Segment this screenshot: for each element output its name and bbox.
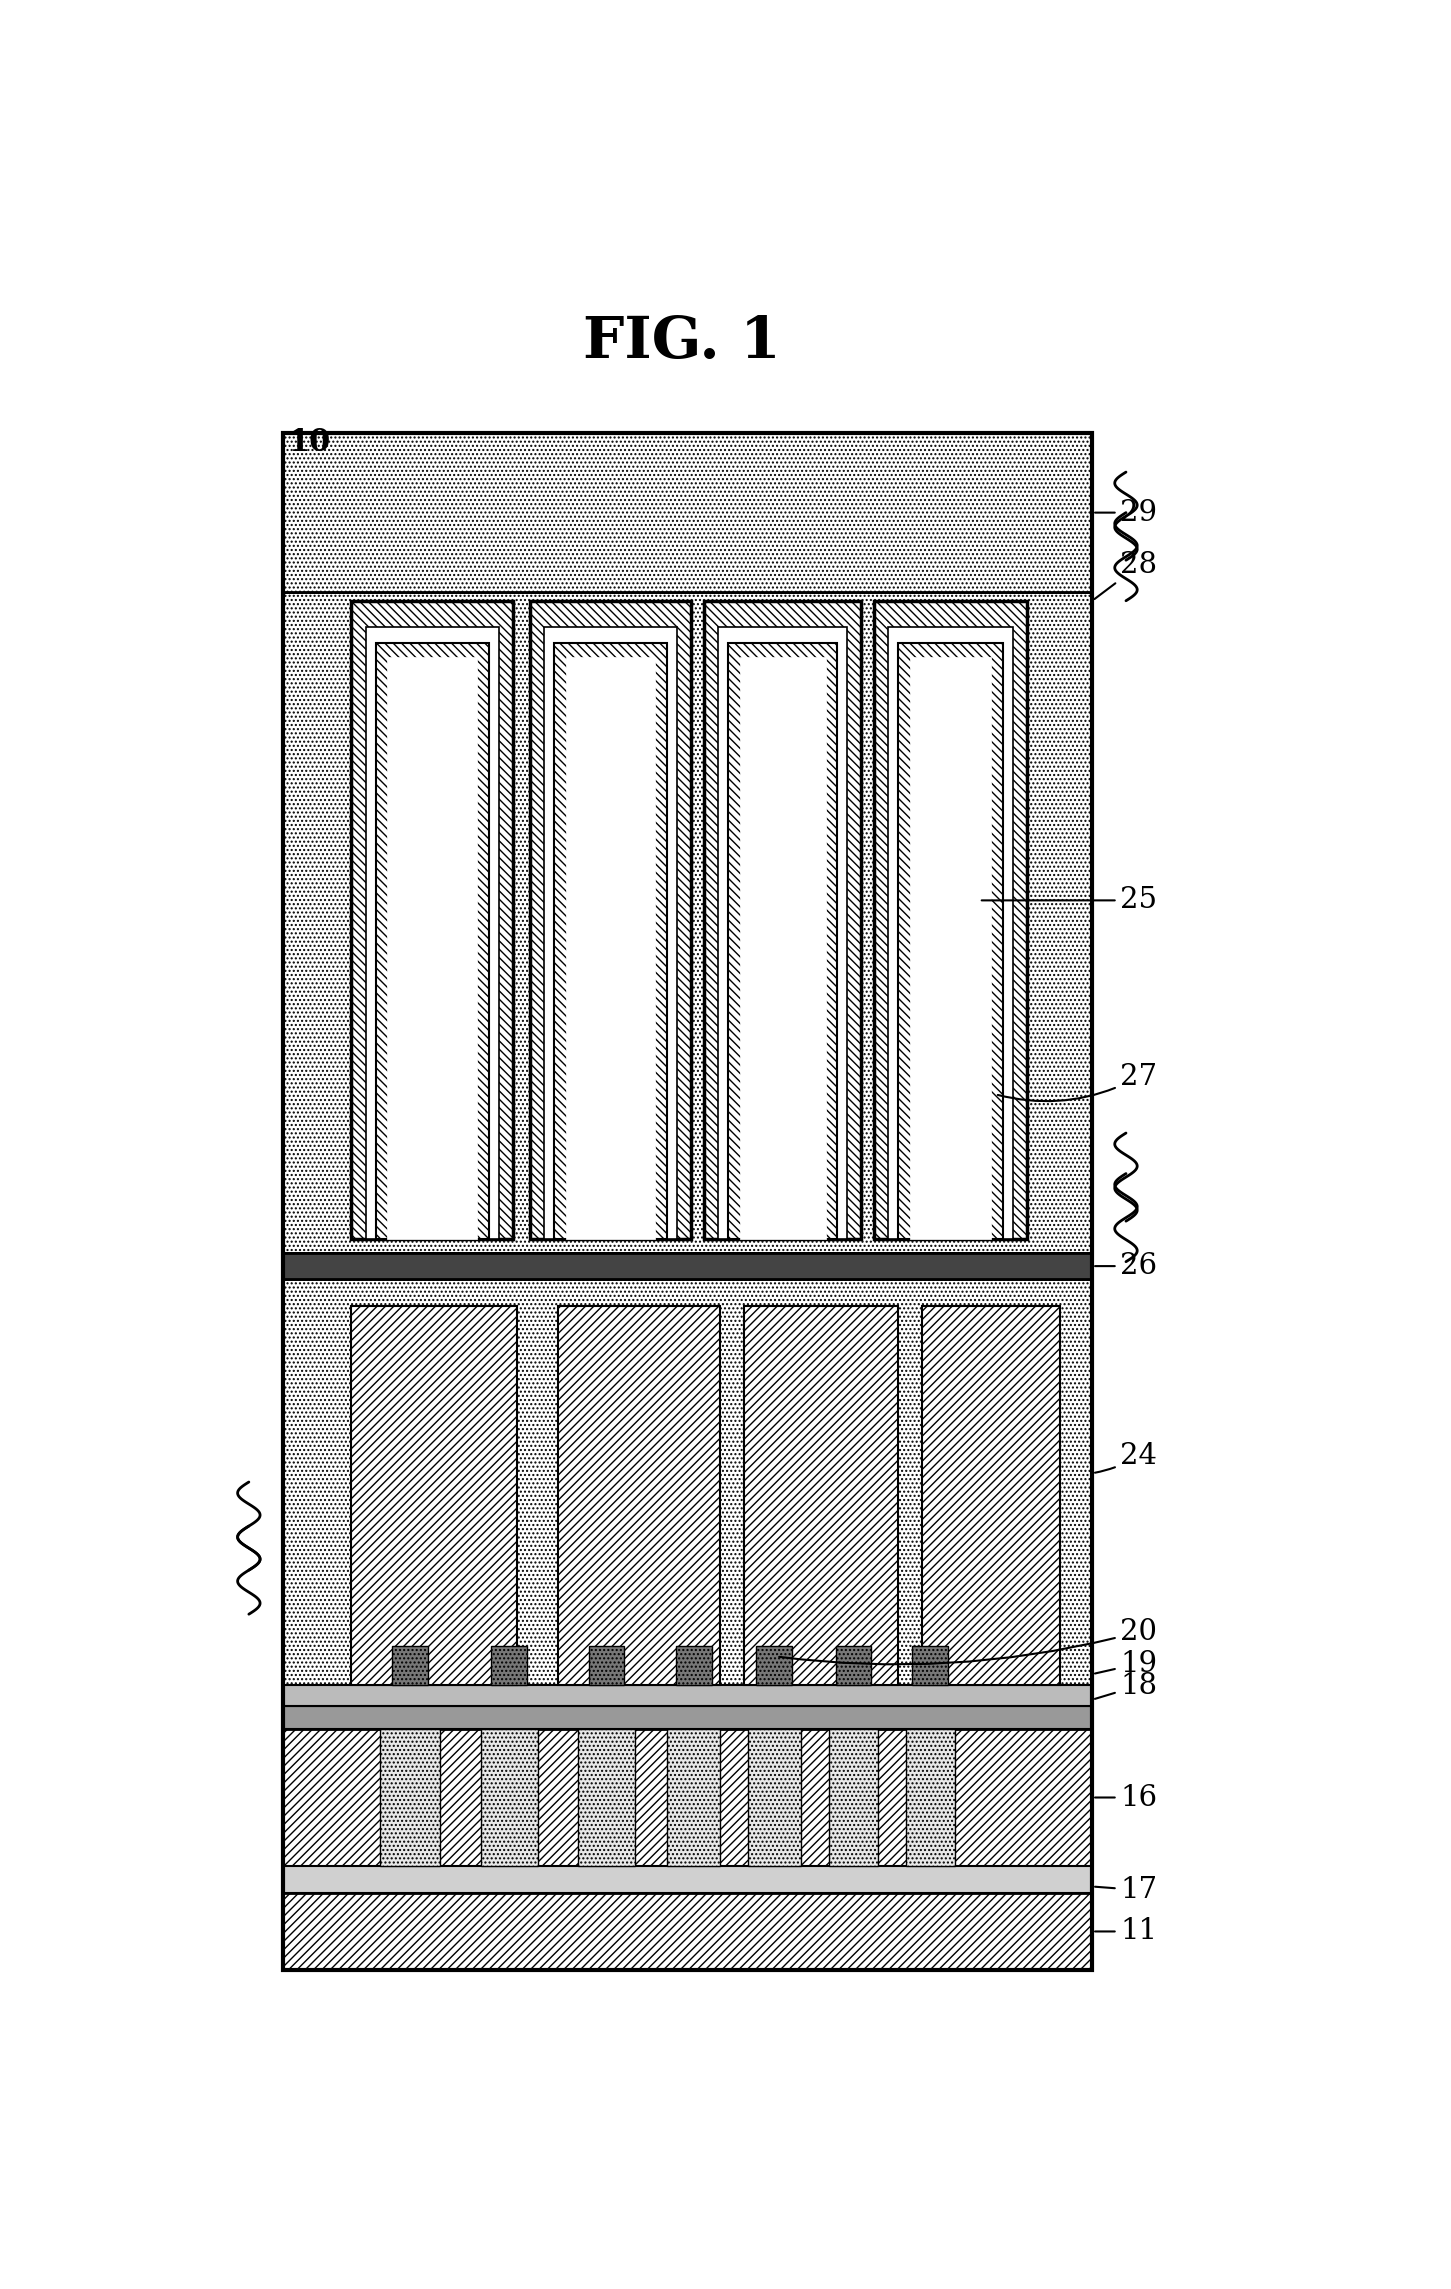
Text: 28: 28 xyxy=(1094,552,1158,600)
Bar xyxy=(756,1646,792,1685)
Bar xyxy=(530,600,692,1238)
Text: 18: 18 xyxy=(1096,1671,1158,1701)
Bar xyxy=(874,600,1027,1238)
Bar xyxy=(544,627,676,1238)
Bar xyxy=(740,657,826,1238)
Text: 10: 10 xyxy=(289,428,331,458)
Text: 19: 19 xyxy=(1096,1650,1158,1678)
Text: 26: 26 xyxy=(1096,1252,1158,1280)
Bar xyxy=(392,1646,428,1685)
Bar xyxy=(351,1305,518,1685)
Bar xyxy=(376,643,489,1238)
Text: 16: 16 xyxy=(1096,1783,1158,1811)
Bar xyxy=(283,1252,1093,1280)
Bar xyxy=(566,657,656,1238)
Bar xyxy=(728,643,837,1238)
Bar xyxy=(283,433,1093,1971)
Bar xyxy=(380,1728,441,1866)
Bar xyxy=(283,1685,1093,1705)
Bar xyxy=(283,433,1093,593)
Bar xyxy=(676,1646,711,1685)
Bar xyxy=(836,1646,871,1685)
Bar xyxy=(577,1728,634,1866)
Bar xyxy=(557,1305,720,1685)
Bar xyxy=(283,1866,1093,1893)
Text: 20: 20 xyxy=(779,1618,1158,1664)
Bar xyxy=(351,600,514,1238)
Text: 27: 27 xyxy=(998,1062,1158,1101)
Bar xyxy=(589,1646,624,1685)
Bar xyxy=(910,657,991,1238)
Text: 29: 29 xyxy=(1096,499,1158,526)
Bar xyxy=(829,1728,878,1866)
Bar xyxy=(554,643,666,1238)
Bar xyxy=(366,627,499,1238)
Bar xyxy=(888,627,1013,1238)
Text: 25: 25 xyxy=(982,886,1158,913)
Bar xyxy=(913,1646,948,1685)
Bar xyxy=(283,1728,1093,1866)
Text: 11: 11 xyxy=(1096,1918,1158,1946)
Bar xyxy=(704,600,862,1238)
Bar xyxy=(283,1705,1093,1728)
Bar xyxy=(387,657,477,1238)
Bar xyxy=(492,1646,527,1685)
Bar xyxy=(718,627,847,1238)
Bar xyxy=(898,643,1003,1238)
Text: 17: 17 xyxy=(1096,1877,1158,1904)
Text: 24: 24 xyxy=(1096,1442,1158,1472)
Bar xyxy=(283,1280,1093,1685)
Bar xyxy=(283,593,1093,1252)
Bar xyxy=(480,1728,538,1866)
Bar xyxy=(923,1305,1059,1685)
Bar xyxy=(744,1305,898,1685)
Bar xyxy=(667,1728,720,1866)
Bar xyxy=(283,1893,1093,1971)
Bar xyxy=(749,1728,801,1866)
Text: FIG. 1: FIG. 1 xyxy=(583,314,781,369)
Bar xyxy=(905,1728,955,1866)
